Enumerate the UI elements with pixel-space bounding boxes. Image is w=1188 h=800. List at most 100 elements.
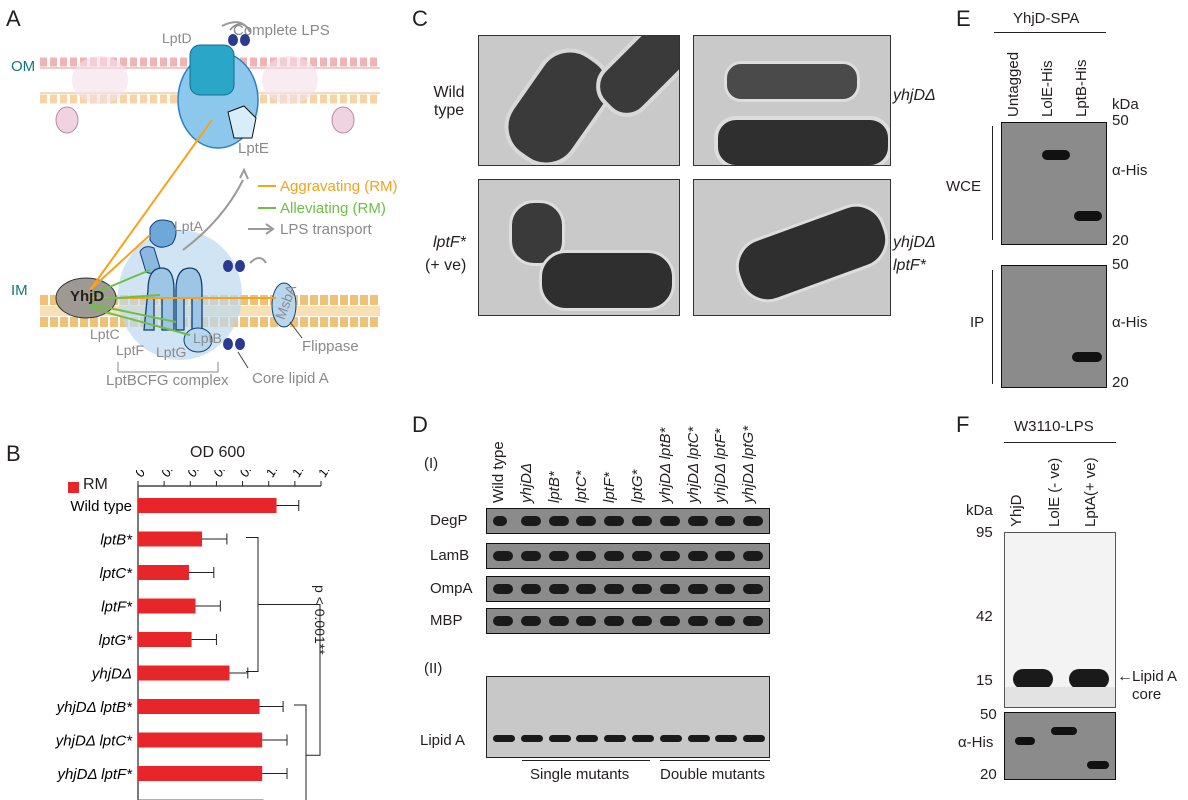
blot-band xyxy=(576,551,597,561)
blot-band xyxy=(493,516,507,526)
ip-antibody: α-His xyxy=(1112,314,1148,331)
mw-95: 95 xyxy=(976,524,993,541)
panel-c-label: C xyxy=(412,6,428,31)
lane-lpta: LptA(+ ve) xyxy=(1082,457,1099,527)
panel-e-label: E xyxy=(956,6,971,31)
legend-swatch xyxy=(68,482,79,493)
panel-b-label: B xyxy=(6,441,21,466)
blot-band xyxy=(715,516,736,526)
section-2-label: (II) xyxy=(424,660,443,677)
bar xyxy=(138,565,189,580)
lipid-band xyxy=(604,735,627,742)
complete-lps-label: Complete LPS xyxy=(233,22,330,39)
positive-control-label: (+ ve) xyxy=(425,257,467,274)
lptf-label: LptF xyxy=(116,342,145,358)
lane-label-d: lptB* xyxy=(545,471,563,503)
blot-band xyxy=(604,516,625,526)
wce-blot xyxy=(1001,122,1107,245)
panel-e-header: YhjD-SPA xyxy=(1013,10,1080,27)
complex-label: LptBCFG complex xyxy=(106,372,229,389)
lane-label-d: yhjDΔ lptB* xyxy=(656,427,674,503)
lane-label-d: yhjDΔ xyxy=(517,462,535,503)
category-label: lptG* xyxy=(99,632,134,649)
lipid-arrow-icon: ← xyxy=(1117,668,1133,685)
blot-band xyxy=(743,551,764,561)
category-label: lptC* xyxy=(99,565,133,582)
ip-label: IP xyxy=(970,314,985,331)
blot-band xyxy=(548,516,569,526)
lane-label-d: yhjDΔ lptG* xyxy=(740,425,758,503)
header-line-f xyxy=(1004,442,1116,443)
lptf-em-label: lptF* xyxy=(433,234,466,251)
wce-label: WCE xyxy=(946,178,981,195)
em-lptf xyxy=(478,179,680,316)
yhjd-em-label: yhjDΔ xyxy=(893,87,936,104)
x-tick-label: 1.0 xyxy=(262,470,284,480)
lane-yhjd: YhjD xyxy=(1008,494,1025,527)
f-mw-50: 50 xyxy=(980,706,997,723)
chart-title: OD 600 xyxy=(190,444,246,461)
section-1-label: (I) xyxy=(424,455,439,472)
category-label: yhjDΔ lptB* xyxy=(56,699,134,716)
blot-band xyxy=(632,516,652,526)
bar xyxy=(138,766,263,781)
blot-row-label: DegP xyxy=(430,512,468,529)
lpte-label: LptE xyxy=(238,140,269,157)
lptg-label: LptG xyxy=(156,344,187,360)
em-wild-type xyxy=(478,35,680,166)
legend-aggravating: Aggravating (RM) xyxy=(280,178,398,195)
x-tick-label: 0.8 xyxy=(236,470,258,480)
f-mw-20: 20 xyxy=(980,766,997,783)
lipid-band xyxy=(520,735,543,742)
header-line-e xyxy=(994,32,1106,33)
panel-f-label: F xyxy=(956,412,970,437)
his-blot-f xyxy=(1004,712,1116,780)
ip-blot xyxy=(1001,265,1107,388)
lipid-band xyxy=(493,735,515,742)
bracket-double xyxy=(294,704,307,800)
blot-band xyxy=(687,616,708,626)
lane-label-d: lptF* xyxy=(601,472,619,503)
kda-label-f: kDa xyxy=(966,502,993,519)
x-tick-label: 0 xyxy=(132,470,149,480)
double-mutants-label: Double mutants xyxy=(660,766,766,783)
em-double xyxy=(693,179,891,316)
lipid-a-core-label-1: Lipid A xyxy=(1132,668,1178,685)
lipid-band xyxy=(632,735,654,742)
legend-rm: RM xyxy=(83,476,108,493)
bar xyxy=(138,732,263,748)
yhjd-label: YhjD xyxy=(70,288,105,305)
legend-transport: LPS transport xyxy=(280,221,372,238)
wce-mw-50: 50 xyxy=(1112,112,1129,129)
bracket-single xyxy=(246,537,259,672)
x-tick-label: 0.2 xyxy=(158,470,180,480)
blot-band xyxy=(548,616,569,626)
category-label: Wild type xyxy=(70,498,132,515)
lipid-band xyxy=(743,735,766,742)
wce-bracket xyxy=(992,126,993,240)
blot-band xyxy=(659,616,680,626)
x-tick-label: 1.4 xyxy=(315,470,337,480)
bar xyxy=(138,598,196,614)
significance-label: p < 0.001** xyxy=(312,585,328,655)
bar xyxy=(138,632,192,647)
lipid-a-blot xyxy=(486,676,770,758)
blot-band xyxy=(743,516,764,526)
double-em-label-2: lptF* xyxy=(893,257,926,274)
blot-band xyxy=(604,584,625,594)
lane-lole-his: LolE-His xyxy=(1039,60,1056,117)
double-em-label-1: yhjDΔ xyxy=(893,234,936,251)
blot-band xyxy=(715,551,736,561)
bracket-compare xyxy=(258,604,321,756)
blot-band xyxy=(604,616,625,626)
blot-band xyxy=(632,584,652,594)
blot-row-label: LamB xyxy=(430,547,470,564)
blot-band xyxy=(632,551,652,561)
single-mutants-label: Single mutants xyxy=(530,766,630,783)
blot-band xyxy=(493,584,513,594)
flippase-label: Flippase xyxy=(302,338,359,355)
core-lipid-label: Core lipid A xyxy=(252,370,329,387)
lipid-band xyxy=(548,735,571,742)
lane-lole: LolE (- ve) xyxy=(1046,457,1063,527)
blot-band xyxy=(659,516,680,526)
